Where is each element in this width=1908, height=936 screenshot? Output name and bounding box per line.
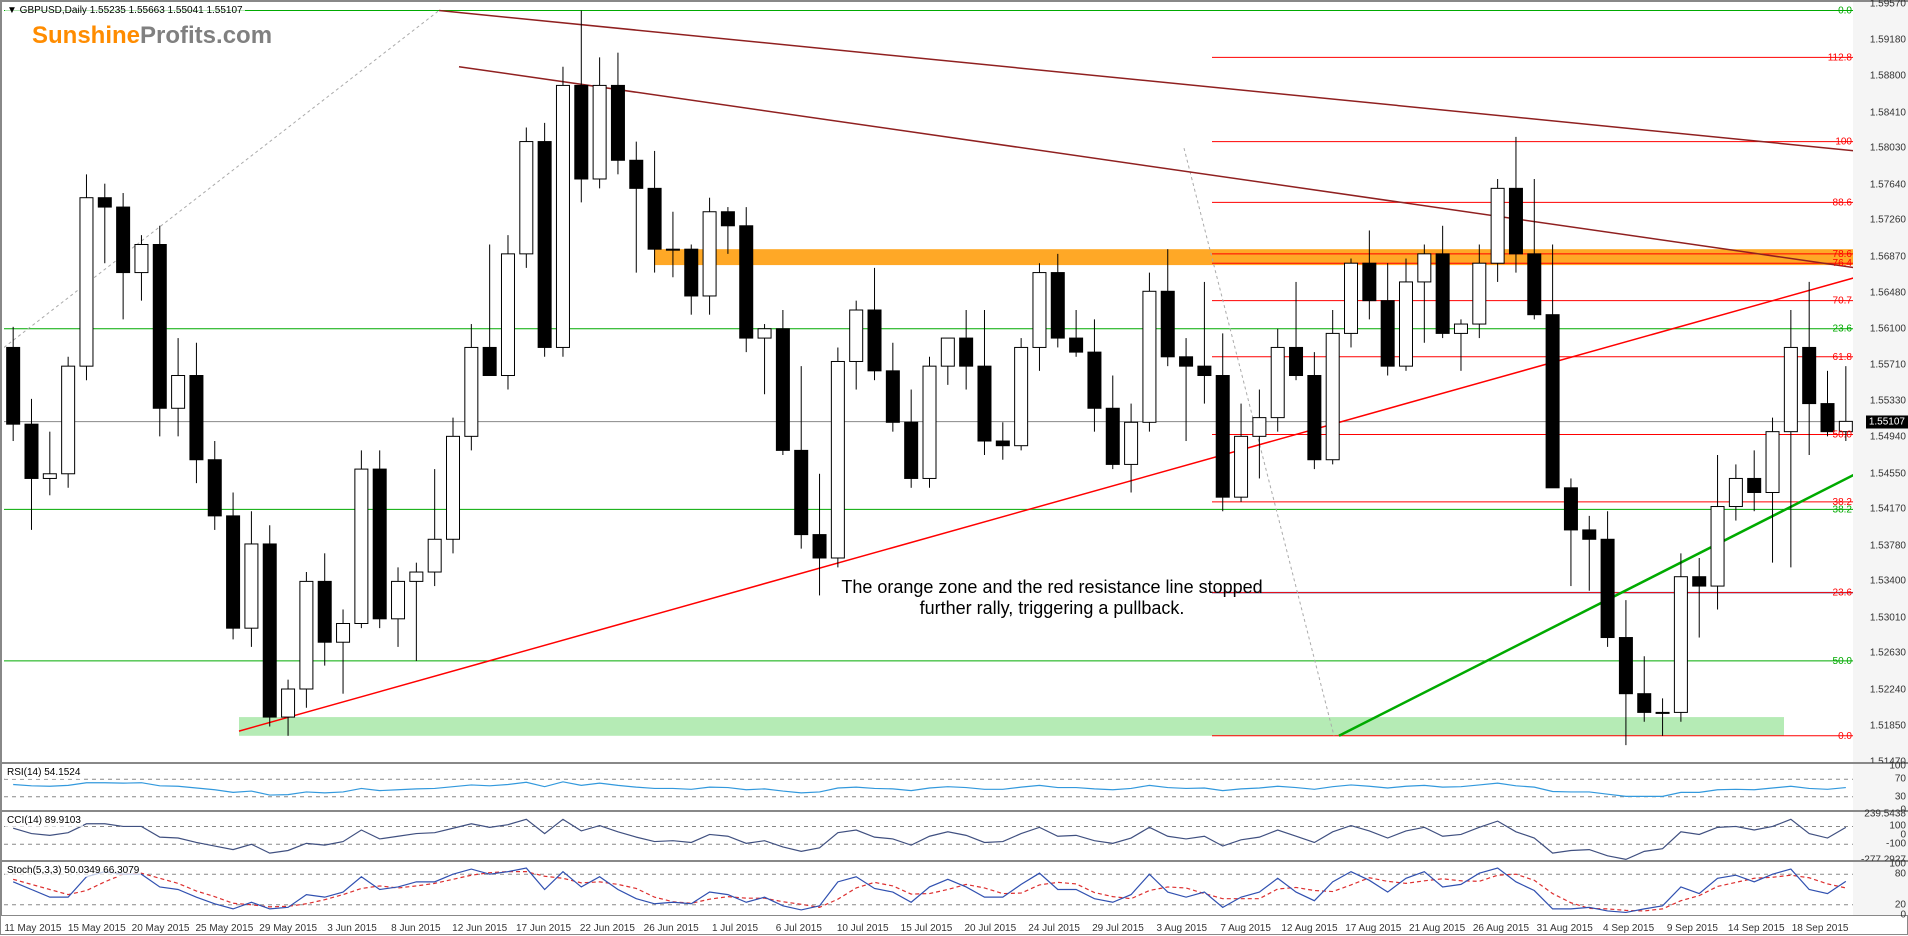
stoch-panel[interactable]: Stoch(5,3,3) 50.0349 66.3079 02080100 (1, 861, 1908, 916)
svg-text:50.0: 50.0 (1833, 656, 1853, 667)
svg-text:100: 100 (1835, 137, 1852, 148)
symbol-header: ▼ GBPUSD,Daily 1.55235 1.55663 1.55041 1… (5, 4, 245, 17)
cci-y-axis: -277.2927-1000100239.5438 (1853, 812, 1908, 860)
svg-text:23.6: 23.6 (1833, 588, 1853, 599)
svg-text:76.4: 76.4 (1833, 258, 1853, 269)
watermark: SunshineProfits.com (32, 22, 272, 50)
svg-text:70.7: 70.7 (1833, 296, 1853, 307)
svg-text:112.8: 112.8 (1828, 52, 1853, 63)
cci-panel[interactable]: CCI(14) 89.9103 -277.2927-1000100239.543… (1, 811, 1908, 861)
stoch-svg (4, 864, 1855, 915)
svg-text:61.8: 61.8 (1833, 352, 1853, 363)
svg-text:38.2: 38.2 (1833, 504, 1853, 515)
svg-text:23.6: 23.6 (1833, 324, 1853, 335)
svg-text:88.6: 88.6 (1833, 197, 1853, 208)
annotation-line1: The orange zone and the red resistance l… (782, 577, 1322, 598)
cci-svg (4, 814, 1855, 860)
svg-text:0.0: 0.0 (1838, 731, 1852, 742)
svg-text:0.0: 0.0 (1838, 6, 1852, 17)
rsi-legend: RSI(14) 54.1524 (5, 766, 82, 779)
x-axis: 11 May 201515 May 201520 May 201525 May … (1, 918, 1852, 936)
svg-text:50.0: 50.0 (1833, 429, 1853, 440)
rsi-y-axis: 03070100 (1853, 764, 1908, 810)
annotation-line2: further rally, triggering a pullback. (782, 598, 1322, 619)
main-price-panel[interactable]: ▼ GBPUSD,Daily 1.55235 1.55663 1.55041 1… (1, 1, 1908, 763)
rsi-panel[interactable]: RSI(14) 54.1524 03070100 (1, 763, 1908, 811)
main-y-axis: 1.514701.518501.522401.526301.530101.534… (1853, 2, 1908, 762)
cci-legend: CCI(14) 89.9103 (5, 814, 83, 827)
annotation: The orange zone and the red resistance l… (782, 577, 1322, 619)
stoch-legend: Stoch(5,3,3) 50.0349 66.3079 (5, 864, 141, 877)
current-price-box: 1.55107 (1866, 415, 1908, 428)
rsi-svg (4, 766, 1855, 810)
watermark-sun: Sunshine (32, 22, 140, 49)
watermark-prof: Profits.com (140, 22, 272, 49)
stoch-y-axis: 02080100 (1853, 862, 1908, 915)
main-chart-svg: 0.0112.810088.678.676.470.723.661.850.03… (4, 4, 1855, 762)
